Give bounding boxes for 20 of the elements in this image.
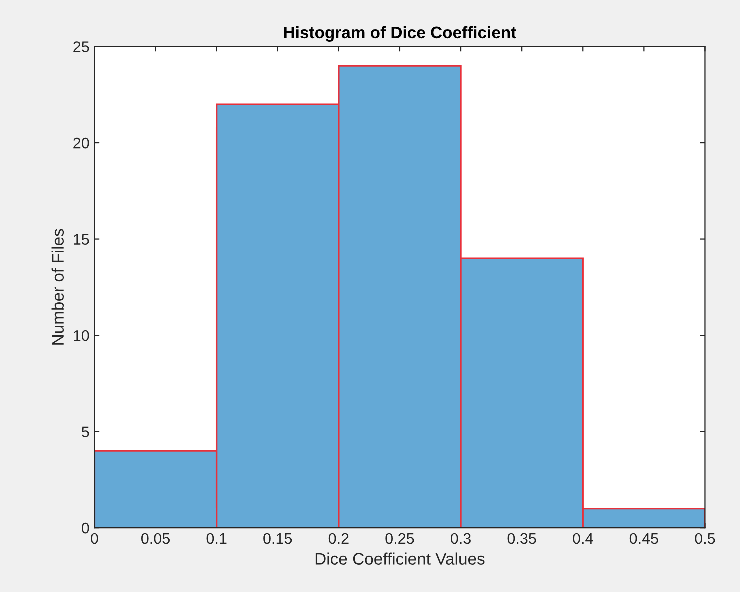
y-tick-label: 15 [74,234,90,245]
x-tick-label: 0.05 [142,533,170,544]
y-tick-label: 20 [74,138,90,149]
x-tick-label: 0.4 [573,533,594,544]
x-tick-label: 0.45 [630,533,658,544]
y-tick-label: 5 [82,426,90,438]
y-tick-label: 0 [82,522,90,534]
x-tick-label: 0.15 [264,533,292,544]
x-tick-label: 0.25 [386,533,414,544]
y-tick-label: 25 [74,42,90,52]
x-tick-label: 0.5 [695,533,716,544]
x-tick-label: 0.2 [328,533,349,544]
x-tick-label: 0.35 [508,533,536,544]
x-tick-label: 0.1 [206,533,227,544]
x-tick-label: 0.3 [451,533,471,544]
x-axis-title: Dice Coefficient Values [316,552,485,565]
y-tick-label: 10 [74,330,90,342]
y-axis-title: Number of Files [52,229,64,345]
x-tick-label: 0 [91,533,98,544]
chart-title: Histogram of Dice Coefficient [284,26,516,42]
